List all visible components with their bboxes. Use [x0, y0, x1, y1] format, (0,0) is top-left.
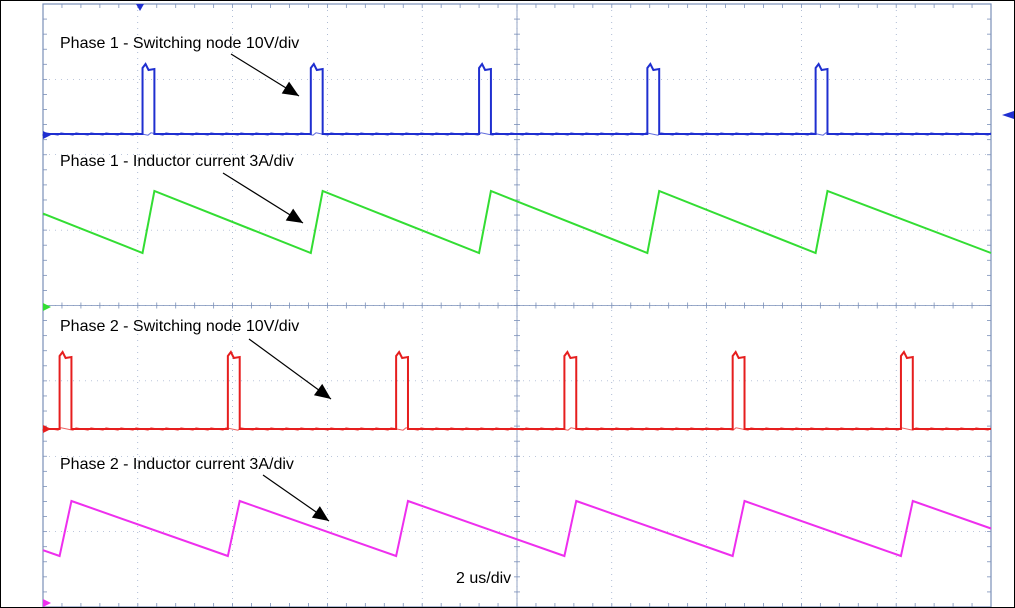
waveform-traces: [42, 62, 992, 558]
annotation-arrow-head: [281, 81, 299, 96]
annotation-arrows: [222, 53, 332, 522]
trigger-position-marker: [136, 4, 144, 11]
ch2-ground-marker: [43, 303, 51, 311]
annotation-arrow-head: [285, 208, 303, 223]
trace-phase1-current: [42, 189, 992, 255]
timebase-label: 2 us/div: [456, 570, 511, 587]
trace-phase2-current: [42, 499, 992, 558]
trigger-level-marker: [1002, 111, 1014, 119]
graticule-grid: [42, 3, 992, 607]
annotation-arrow-line: [248, 338, 332, 400]
label-phase1-current: Phase 1 - Inductor current 3A/div: [60, 153, 294, 170]
annotation-labels: Phase 1 - Switching node 10V/div Phase 1…: [60, 35, 511, 587]
annotation-arrow-head: [311, 506, 329, 521]
ch1-ground-marker: [43, 131, 51, 139]
label-phase2-current: Phase 2 - Inductor current 3A/div: [60, 456, 294, 473]
trace-phase1-switch-noise: [42, 132, 992, 137]
annotation-arrow-head: [313, 383, 331, 399]
label-phase2-switch: Phase 2 - Switching node 10V/div: [60, 318, 299, 335]
channel-markers: [43, 4, 1014, 607]
label-phase1-switch: Phase 1 - Switching node 10V/div: [60, 35, 299, 52]
trace-phase2-switch-noise: [42, 427, 992, 432]
trace-phase1-switch: [43, 62, 991, 135]
ch3-ground-marker: [43, 425, 51, 433]
ch4-ground-marker: [43, 599, 51, 607]
